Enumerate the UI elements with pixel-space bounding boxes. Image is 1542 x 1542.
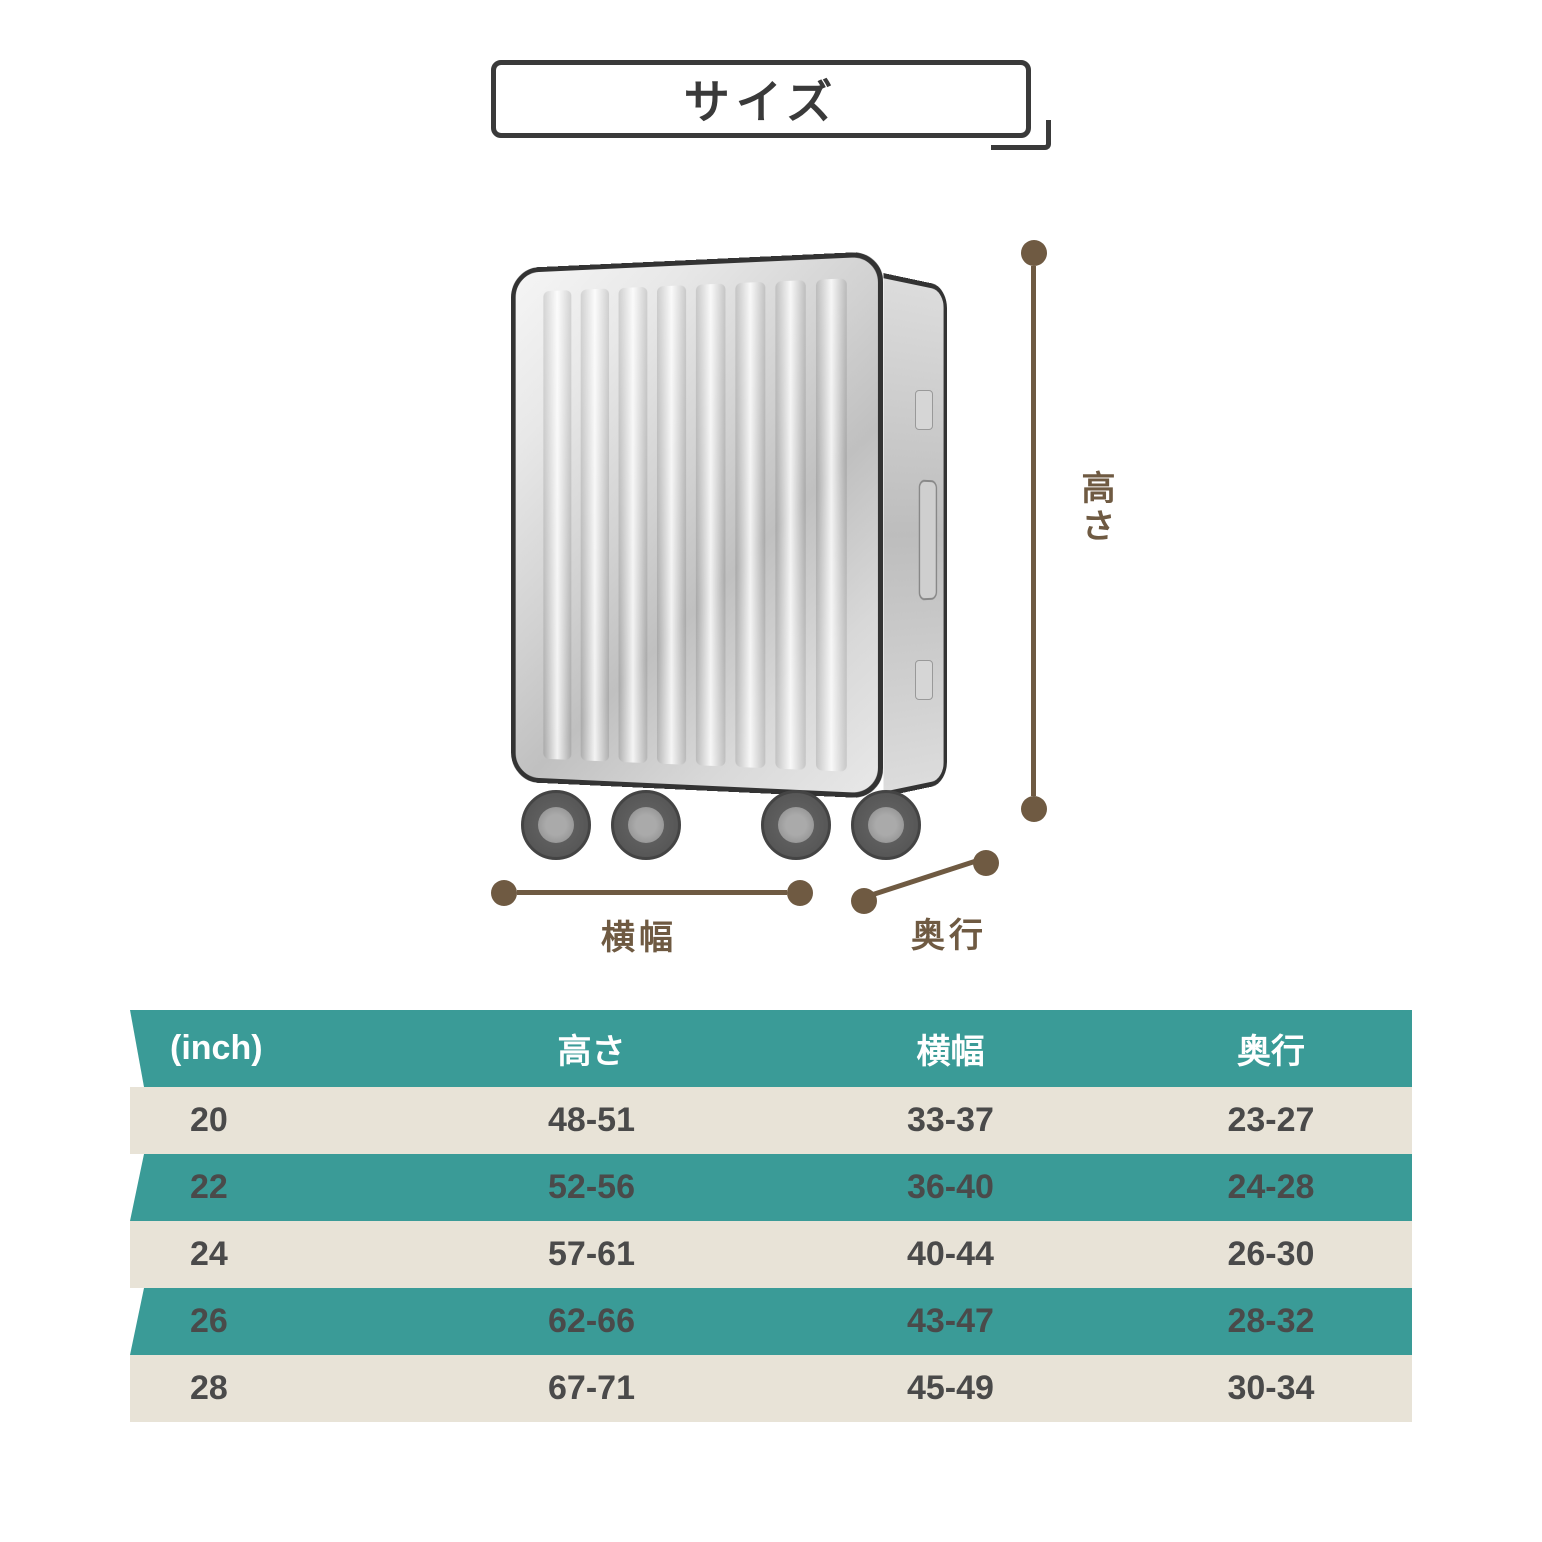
table-cell: 28 bbox=[130, 1355, 412, 1422]
table-cell: 24-28 bbox=[1130, 1154, 1412, 1221]
table-cell: 20 bbox=[130, 1087, 412, 1154]
col-inch: (inch) bbox=[130, 1010, 412, 1087]
dim-dot bbox=[1021, 240, 1047, 266]
size-table: (inch) 高さ 横幅 奥行 2048-5133-3723-272252-56… bbox=[130, 1010, 1412, 1422]
suitcase-side bbox=[883, 273, 947, 797]
table-cell: 24 bbox=[130, 1221, 412, 1288]
table-cell: 43-47 bbox=[771, 1288, 1130, 1355]
table-cell: 52-56 bbox=[412, 1154, 771, 1221]
table-cell: 33-37 bbox=[771, 1087, 1130, 1154]
table-cell: 67-71 bbox=[412, 1355, 771, 1422]
suitcase-diagram: 高さ 横幅 奥行 bbox=[341, 210, 1201, 970]
table-row: 2867-7145-4930-34 bbox=[130, 1355, 1412, 1422]
dim-line-depth bbox=[872, 858, 978, 897]
col-height: 高さ bbox=[412, 1010, 771, 1087]
table-cell: 40-44 bbox=[771, 1221, 1130, 1288]
suitcase-lock-icon bbox=[915, 390, 933, 430]
suitcase-lock-icon bbox=[915, 660, 933, 700]
table-row: 2662-6643-4728-32 bbox=[130, 1288, 1412, 1355]
dim-dot bbox=[1021, 796, 1047, 822]
table-cell: 30-34 bbox=[1130, 1355, 1412, 1422]
table-header-row: (inch) 高さ 横幅 奥行 bbox=[130, 1010, 1412, 1087]
dim-line-height bbox=[1031, 266, 1036, 796]
table-cell: 36-40 bbox=[771, 1154, 1130, 1221]
dim-label-width: 横幅 bbox=[601, 910, 677, 959]
col-depth: 奥行 bbox=[1130, 1010, 1412, 1087]
page-title: サイズ bbox=[491, 60, 1031, 138]
wheel-icon bbox=[851, 790, 921, 860]
dim-dot bbox=[787, 880, 813, 906]
wheel-icon bbox=[761, 790, 831, 860]
dim-label-height: 高さ bbox=[1071, 470, 1120, 546]
table-cell: 26 bbox=[130, 1288, 412, 1355]
table-row: 2252-5636-4024-28 bbox=[130, 1154, 1412, 1221]
suitcase-handle bbox=[919, 480, 937, 601]
dim-line-width bbox=[517, 890, 787, 895]
title-banner: サイズ bbox=[491, 60, 1051, 150]
table-cell: 28-32 bbox=[1130, 1288, 1412, 1355]
col-width: 横幅 bbox=[771, 1010, 1130, 1087]
dim-dot bbox=[973, 850, 999, 876]
table-cell: 23-27 bbox=[1130, 1087, 1412, 1154]
table-cell: 22 bbox=[130, 1154, 412, 1221]
dim-dot bbox=[491, 880, 517, 906]
wheel-icon bbox=[521, 790, 591, 860]
size-table-container: (inch) 高さ 横幅 奥行 2048-5133-3723-272252-56… bbox=[130, 1010, 1412, 1422]
table-cell: 57-61 bbox=[412, 1221, 771, 1288]
suitcase-body bbox=[511, 251, 883, 799]
table-row: 2048-5133-3723-27 bbox=[130, 1087, 1412, 1154]
suitcase-ridges bbox=[534, 278, 857, 772]
table-cell: 48-51 bbox=[412, 1087, 771, 1154]
table-cell: 45-49 bbox=[771, 1355, 1130, 1422]
table-cell: 26-30 bbox=[1130, 1221, 1412, 1288]
suitcase-icon bbox=[481, 240, 901, 860]
dim-label-depth: 奥行 bbox=[911, 908, 987, 957]
table-row: 2457-6140-4426-30 bbox=[130, 1221, 1412, 1288]
size-table-body: 2048-5133-3723-272252-5636-4024-282457-6… bbox=[130, 1087, 1412, 1422]
table-cell: 62-66 bbox=[412, 1288, 771, 1355]
wheel-icon bbox=[611, 790, 681, 860]
